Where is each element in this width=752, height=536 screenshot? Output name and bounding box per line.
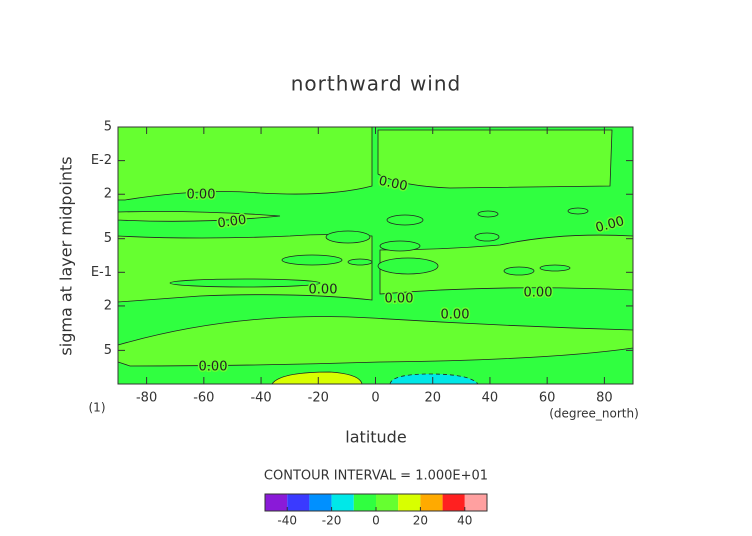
x-unit: (degree_north) xyxy=(549,407,639,421)
colorbar-bin xyxy=(464,494,487,511)
colorbar-tick-label: -20 xyxy=(322,514,342,528)
contour-interval: CONTOUR INTERVAL = 1.000E+01 xyxy=(264,469,488,484)
y-tick-label: E-1 xyxy=(91,265,112,280)
x-tick-label: -60 xyxy=(193,391,214,406)
contour-region xyxy=(117,126,373,201)
contour-region xyxy=(474,232,500,242)
colorbar-bin xyxy=(265,494,288,511)
x-axis-label: latitude xyxy=(345,428,406,447)
y-unit: (1) xyxy=(89,401,106,415)
contour-region xyxy=(539,264,571,272)
x-tick-label: 40 xyxy=(482,391,499,406)
x-tick-label: -80 xyxy=(136,391,157,406)
colorbar-bin xyxy=(309,494,332,511)
colorbar-tick-label: 0 xyxy=(372,514,380,528)
contour-label: 0.00 xyxy=(309,283,338,298)
contour-label: 0.00 xyxy=(217,213,248,232)
contour-region xyxy=(169,278,321,288)
x-tick-label: -40 xyxy=(250,391,271,406)
contour-region xyxy=(325,230,371,244)
colorbar-tick-label: 20 xyxy=(413,514,428,528)
contour-region xyxy=(389,373,479,385)
contour-label: 0.00 xyxy=(524,286,553,301)
y-tick-label: 5 xyxy=(104,343,112,358)
contour-region xyxy=(117,211,281,222)
colorbar-bin xyxy=(376,494,399,511)
colorbar-bin xyxy=(398,494,421,511)
contour-region xyxy=(271,371,363,385)
colorbar-bin xyxy=(420,494,443,511)
contour-field: 0.000.000.000.000.000.00 0.000.000.00 xyxy=(117,126,634,385)
y-axis-label: sigma at layer midpoints xyxy=(57,156,76,355)
contour-label: 0.00 xyxy=(441,308,470,323)
y-tick-label: E-2 xyxy=(91,153,112,168)
contour-region xyxy=(281,254,343,266)
x-tick-label: 60 xyxy=(539,391,556,406)
y-tick-label: 5 xyxy=(104,120,112,135)
contour-region xyxy=(379,240,421,252)
colorbar-bin xyxy=(353,494,376,511)
contour-label: 0.00 xyxy=(385,292,414,307)
contour-region xyxy=(503,266,535,276)
y-tick-label: 2 xyxy=(104,187,112,202)
x-tick-label: 20 xyxy=(424,391,441,406)
contour-region xyxy=(377,257,439,275)
x-tick-label: 80 xyxy=(596,391,613,406)
x-tick-label: -20 xyxy=(308,391,329,406)
contour-label: 0.00 xyxy=(187,188,216,203)
colorbar-tick-label: 40 xyxy=(457,514,472,528)
x-tick-label: 0 xyxy=(371,391,379,406)
contour-region xyxy=(377,129,613,189)
contour-region xyxy=(386,214,424,226)
chart-title: northward wind xyxy=(291,72,461,96)
contour-region xyxy=(379,234,634,295)
y-tick-label: 5 xyxy=(104,231,112,246)
colorbar-tick-label: -40 xyxy=(277,514,297,528)
colorbar-bin xyxy=(442,494,465,511)
contour-region xyxy=(347,258,373,266)
y-tick-label: 2 xyxy=(104,298,112,313)
contour-region xyxy=(477,210,499,218)
contour-label: 0.00 xyxy=(199,360,228,375)
colorbar-bin xyxy=(331,494,354,511)
contour-region xyxy=(567,207,589,215)
colorbar-bin xyxy=(287,494,310,511)
